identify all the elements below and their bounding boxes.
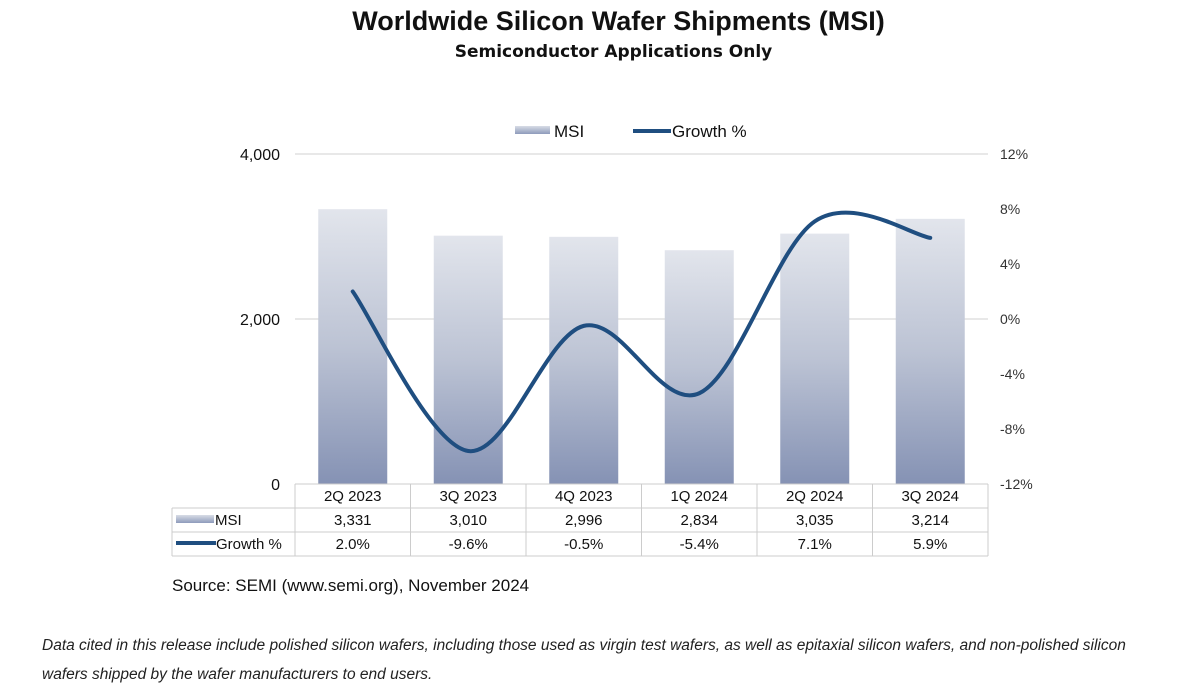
right-tick-label: 8% [1000,201,1020,217]
bar-1Q-2024 [664,250,734,484]
chart-subtitle: Semiconductor Applications Only [454,42,773,62]
table-header-cell: 2Q 2023 [324,488,382,505]
table-header-cell: 3Q 2024 [901,488,959,505]
table-growth-cell: 5.9% [913,536,947,553]
right-tick-label: 0% [1000,311,1020,327]
bar-4Q-2023 [549,236,619,484]
table-header-cell: 4Q 2023 [555,488,613,505]
table-growth-cell: 7.1% [798,536,832,553]
right-tick-label: -8% [1000,421,1025,437]
table-growth-label: Growth % [216,536,282,553]
right-tick-label: 4% [1000,256,1020,272]
table-msi-cell: 3,010 [449,512,487,529]
right-tick-label: -4% [1000,366,1025,382]
bar-2Q-2023 [318,209,388,484]
legend-msi-label: MSI [554,122,584,141]
table-msi-swatch [176,515,214,523]
left-tick-label: 4,000 [240,147,280,164]
table-growth-cell: 2.0% [336,536,370,553]
table-msi-cell: 2,834 [680,512,718,529]
table-growth-cell: -5.4% [680,536,719,553]
bar-2Q-2024 [780,233,850,484]
table-header-cell: 3Q 2023 [439,488,497,505]
source-text: Source: SEMI (www.semi.org), November 20… [172,576,530,595]
right-tick-label: 12% [1000,146,1028,162]
left-tick-label: 0 [271,477,280,494]
legend-growth-label: Growth % [672,122,747,141]
table-growth-cell: -9.6% [449,536,488,553]
table-header-cell: 1Q 2024 [670,488,728,505]
table-msi-label: MSI [215,512,242,529]
footnote: Data cited in this release include polis… [42,637,1126,683]
left-tick-label: 2,000 [240,312,280,329]
table-growth-cell: -0.5% [564,536,603,553]
right-tick-label: -12% [1000,476,1033,492]
bar-3Q-2024 [895,218,965,484]
table-msi-cell: 3,331 [334,512,372,529]
table-header-cell: 2Q 2024 [786,488,844,505]
table-msi-cell: 3,035 [796,512,834,529]
table-msi-cell: 3,214 [911,512,949,529]
bar-3Q-2023 [433,235,503,484]
legend-msi-swatch [515,126,550,134]
table-msi-cell: 2,996 [565,512,603,529]
chart-title: Worldwide Silicon Wafer Shipments (MSI) [352,6,885,36]
